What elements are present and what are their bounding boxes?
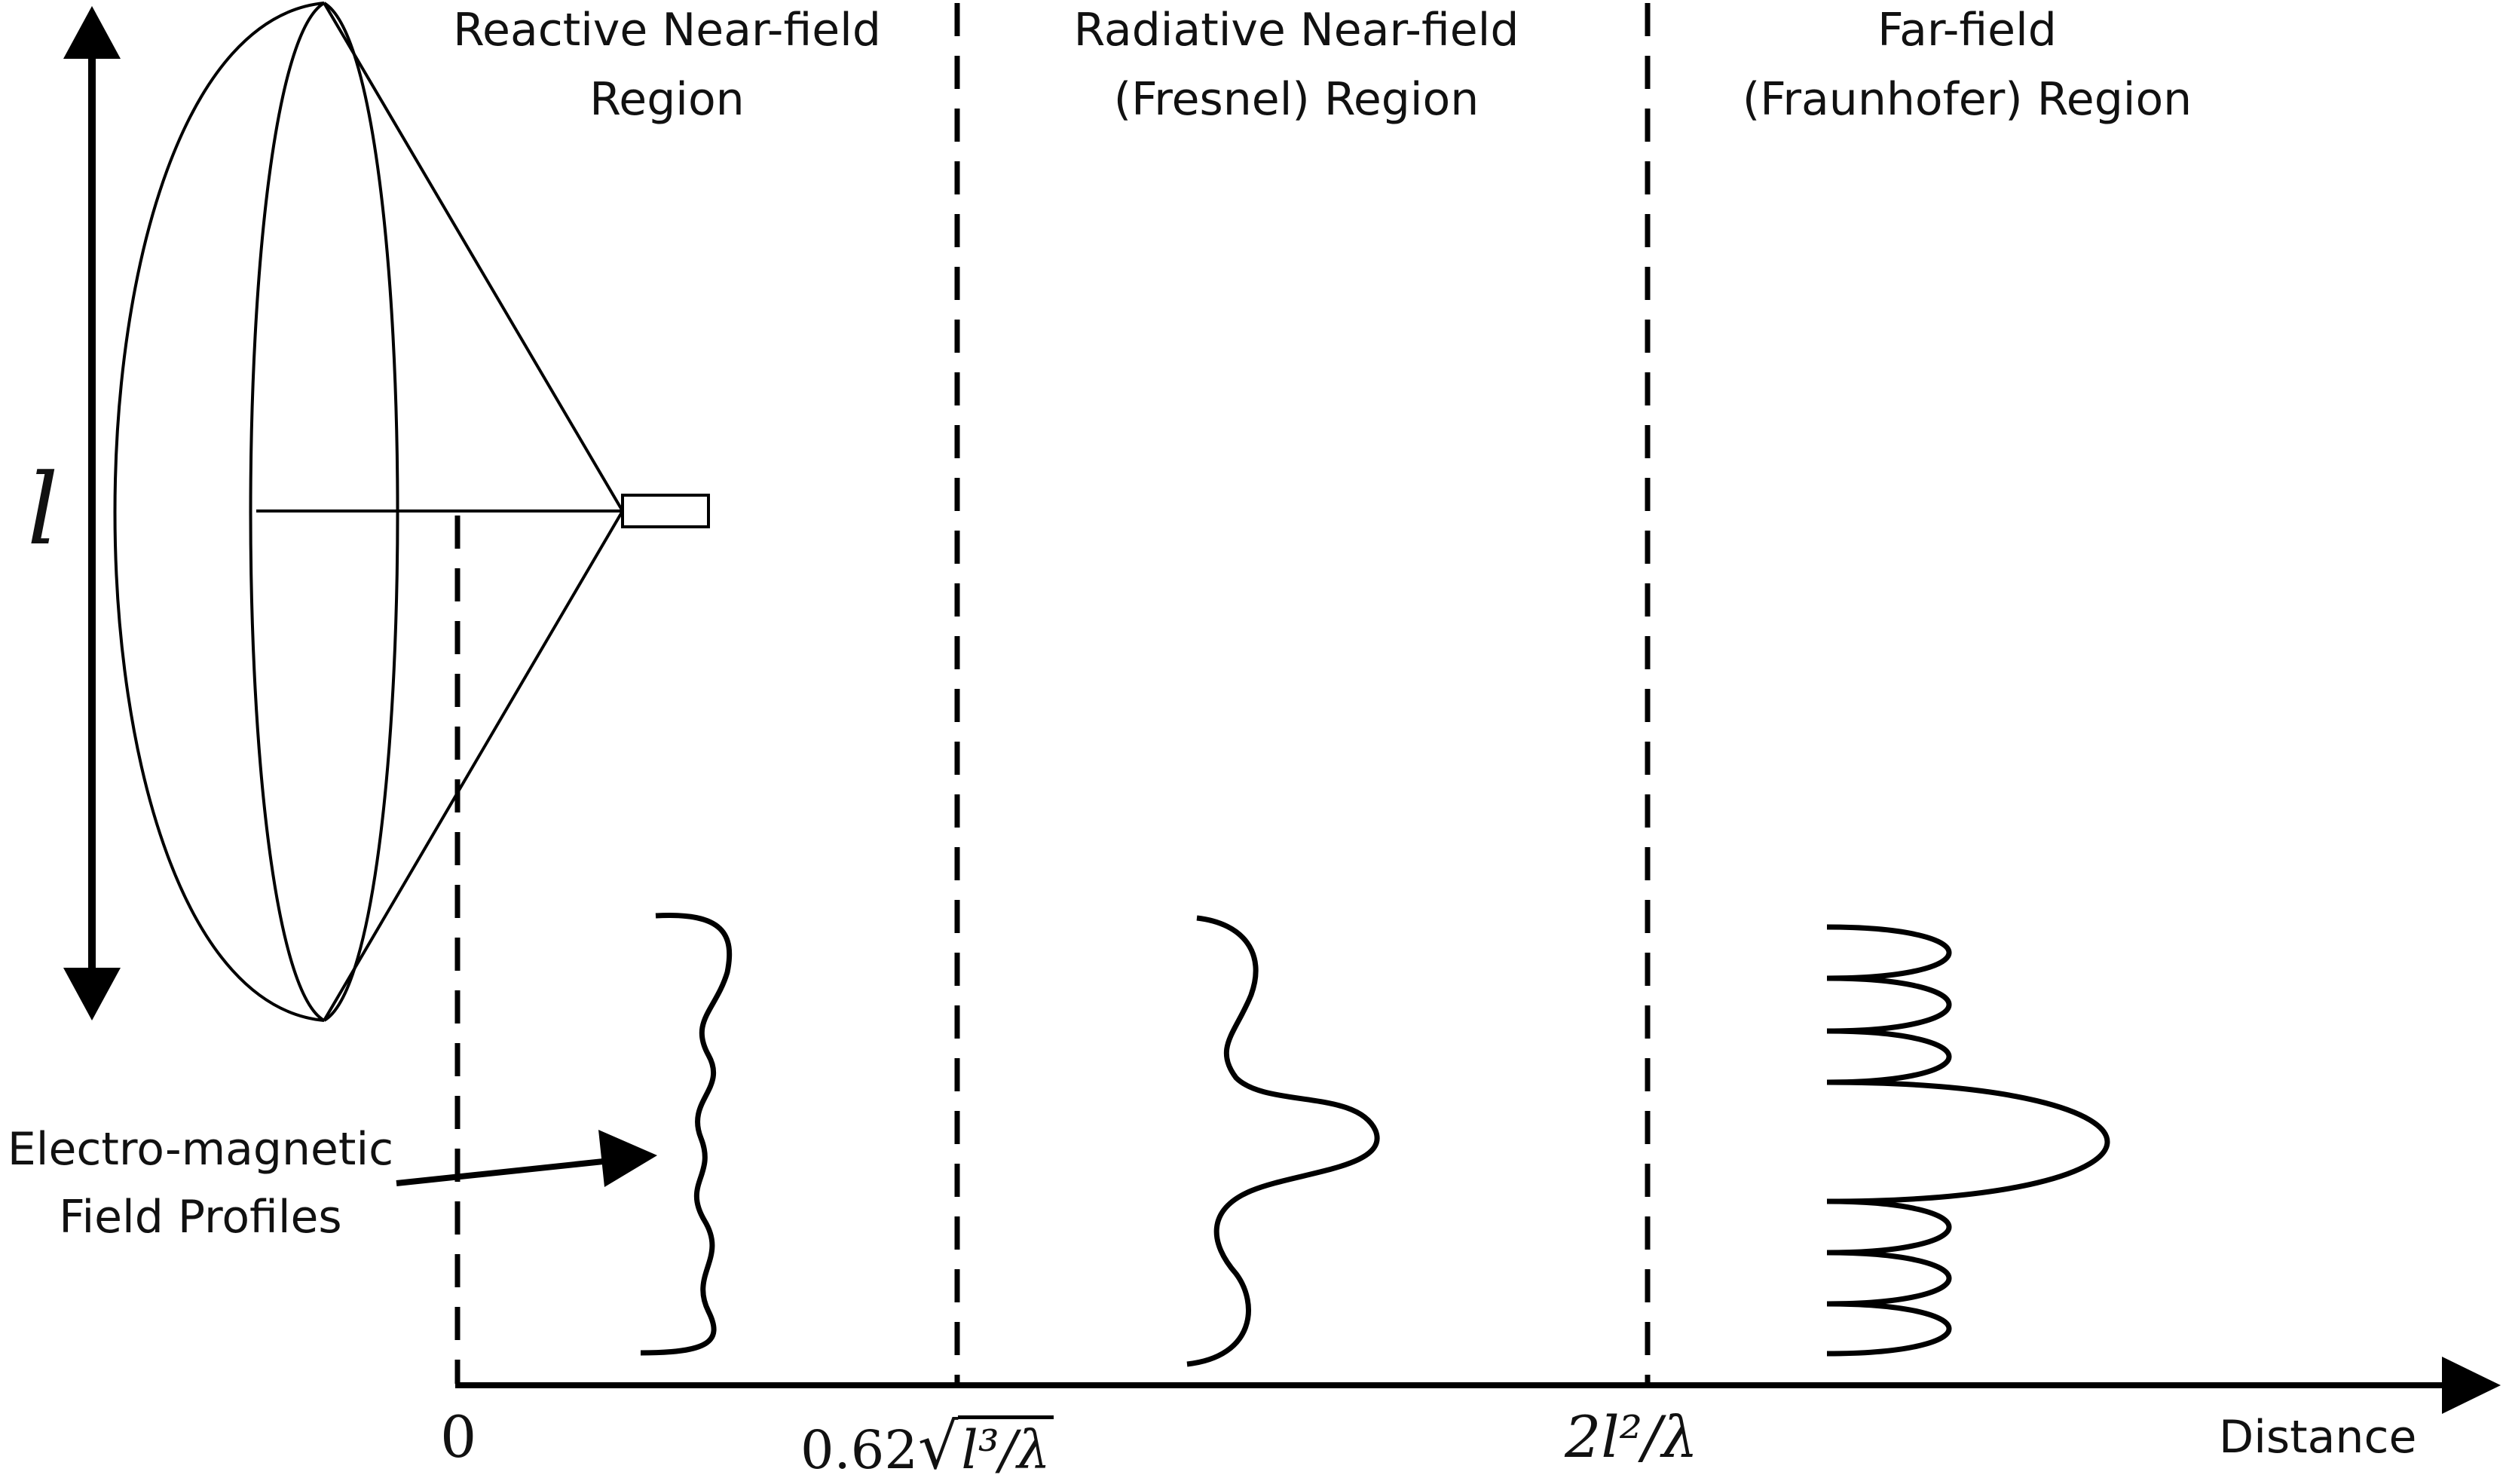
feed-strut-bottom xyxy=(323,509,624,1022)
distance-axis-label: Distance xyxy=(2219,1411,2417,1464)
sidelobe-bottom-1 xyxy=(1826,1198,1952,1256)
sidelobe-top-2 xyxy=(1826,975,1952,1034)
pointer-label-line2: Field Profiles xyxy=(59,1191,342,1244)
pointer-arrow-head xyxy=(598,1130,657,1187)
tick-fresnel-expr: l³/λ xyxy=(958,1415,1054,1481)
aperture-arrow-head-bottom xyxy=(63,968,121,1020)
pointer-label-line1: Electro-magnetic xyxy=(7,1123,394,1176)
main-lobe xyxy=(1826,1079,2110,1204)
region-label-fresnel: Radiative Near-field (Fresnel) Region xyxy=(1040,0,1553,134)
dish-antenna xyxy=(113,2,710,1022)
dish-inner-rim xyxy=(249,2,326,1022)
region-reactive-line2: Region xyxy=(589,73,745,126)
tick-fresnel-coef: 0.62 xyxy=(800,1419,918,1481)
field-profile-fraunhofer xyxy=(1826,924,2110,1357)
sidelobe-bottom-3 xyxy=(1826,1301,1952,1357)
region-fresnel-line1: Radiative Near-field xyxy=(1073,4,1519,57)
region-label-reactive: Reactive Near-field Region xyxy=(426,0,908,134)
region-label-fraunhofer: Far-field (Fraunhofer) Region xyxy=(1711,0,2223,134)
pointer-label: Electro-magnetic Field Profiles xyxy=(0,1115,404,1251)
field-profile-reactive xyxy=(640,912,733,1356)
pointer-arrow-shaft xyxy=(396,1158,611,1186)
aperture-size-arrow xyxy=(63,6,121,1020)
aperture-symbol: l xyxy=(27,452,59,567)
region-fraunhofer-line1: Far-field xyxy=(1877,4,2057,57)
distance-axis xyxy=(455,1357,2501,1414)
pointer-arrow xyxy=(396,1130,657,1187)
tick-label-fraunhofer: 2l²/λ xyxy=(1565,1403,1698,1470)
region-fraunhofer-line2: (Fraunhofer) Region xyxy=(1742,73,2192,126)
feed-horn xyxy=(621,494,710,528)
tick-label-origin: 0 xyxy=(440,1403,477,1470)
sqrt-symbol: √ xyxy=(917,1409,959,1483)
sidelobe-top-1 xyxy=(1826,924,1952,981)
field-profile-fresnel xyxy=(1186,915,1380,1367)
region-reactive-line1: Reactive Near-field xyxy=(453,4,881,57)
feed-strut-top xyxy=(323,2,624,513)
sidelobe-bottom-2 xyxy=(1826,1250,1952,1307)
dish-outer-rim xyxy=(113,2,325,1022)
distance-axis-arrowhead xyxy=(2442,1357,2501,1414)
sidelobe-top-3 xyxy=(1826,1028,1952,1085)
tick-label-fresnel: 0.62√l³/λ xyxy=(800,1409,1054,1483)
aperture-arrow-head-top xyxy=(63,6,121,59)
region-fresnel-line2: (Fresnel) Region xyxy=(1113,73,1479,126)
